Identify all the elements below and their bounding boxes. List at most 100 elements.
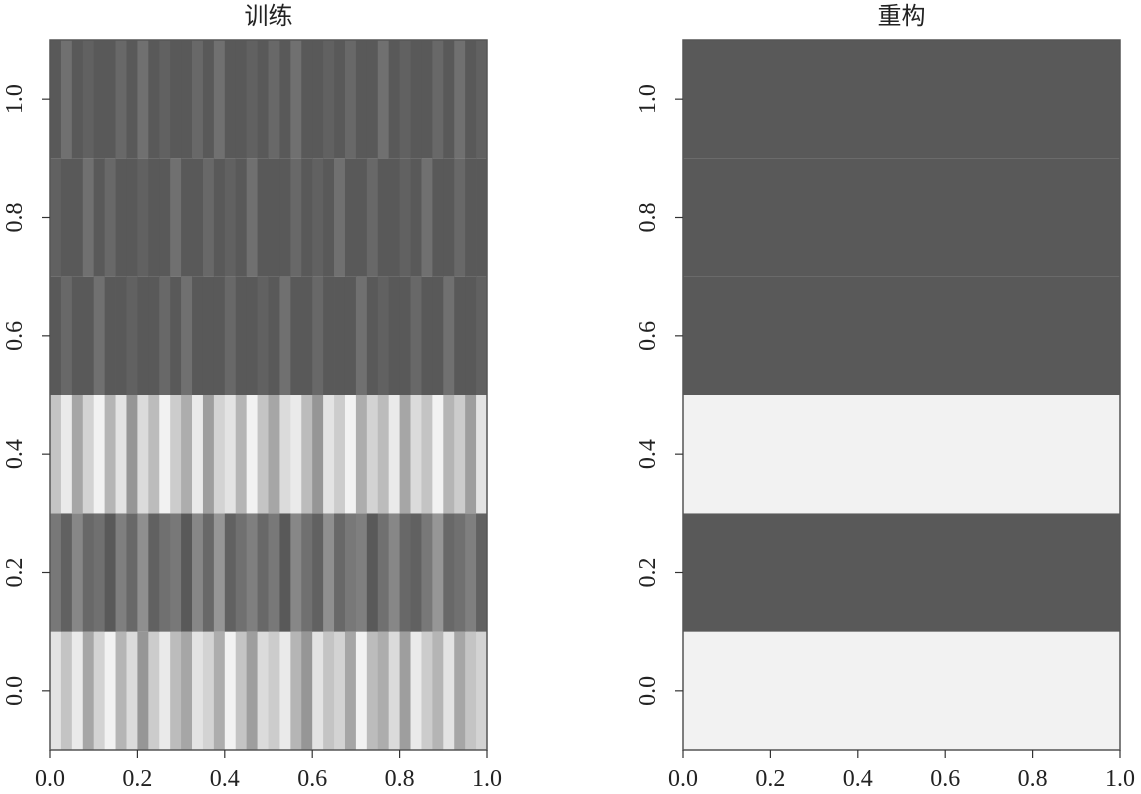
heat-cell xyxy=(476,158,488,277)
heat-cell xyxy=(235,631,248,750)
heat-cell xyxy=(170,631,182,750)
heat-cell xyxy=(159,631,171,750)
heat-cell xyxy=(268,40,280,159)
heat-cell xyxy=(410,276,422,395)
heat-cell xyxy=(246,631,258,750)
heat-cell xyxy=(148,276,160,395)
heat-cell xyxy=(388,631,400,750)
heat-cell xyxy=(93,158,106,277)
heat-cell xyxy=(50,513,62,632)
heat-cell xyxy=(323,40,335,159)
heat-cell xyxy=(683,513,1121,632)
heat-cell xyxy=(323,395,335,514)
heat-cell xyxy=(202,395,215,514)
heat-cell xyxy=(126,276,138,395)
heat-cell xyxy=(410,158,422,277)
heat-cell xyxy=(355,513,368,632)
heat-cell xyxy=(432,513,444,632)
heat-cell xyxy=(290,395,302,514)
heat-cell xyxy=(257,158,269,277)
heat-cell xyxy=(334,631,346,750)
heat-cell xyxy=(421,158,433,277)
heat-cell xyxy=(137,40,149,159)
heat-cell xyxy=(268,513,280,632)
heat-cell xyxy=(82,40,95,159)
heat-cell xyxy=(344,631,357,750)
heat-cell xyxy=(465,631,477,750)
heat-cell xyxy=(312,395,324,514)
heat-cell xyxy=(115,395,127,514)
heat-cell xyxy=(421,40,433,159)
heat-cell xyxy=(50,631,62,750)
heat-cell xyxy=(104,395,116,514)
heat-cell xyxy=(476,631,488,750)
heat-cell xyxy=(104,513,116,632)
heat-cell xyxy=(432,276,444,395)
y-tick-label: 0.0 xyxy=(2,676,28,706)
heat-cell xyxy=(683,40,1121,159)
heat-cell xyxy=(170,158,182,277)
heat-cell xyxy=(366,276,379,395)
heat-cell xyxy=(334,276,346,395)
heat-cell xyxy=(399,158,411,277)
heat-cell xyxy=(148,395,160,514)
heat-cell xyxy=(137,395,149,514)
x-tick-label: 1.0 xyxy=(472,766,502,792)
heat-cell xyxy=(202,513,215,632)
heat-cell xyxy=(235,276,248,395)
x-tick-label: 0.6 xyxy=(930,766,960,792)
heat-cell xyxy=(312,513,324,632)
heat-cell xyxy=(235,395,248,514)
heat-cell xyxy=(126,40,138,159)
heat-cell xyxy=(126,631,138,750)
heat-cell xyxy=(301,631,313,750)
heat-cell xyxy=(60,158,73,277)
heat-cell xyxy=(213,276,226,395)
heat-cell xyxy=(344,276,357,395)
heat-cell xyxy=(126,158,138,277)
heat-cell xyxy=(323,276,335,395)
heat-cell xyxy=(301,40,313,159)
heat-cell xyxy=(279,631,291,750)
heat-cell xyxy=(93,395,106,514)
heat-cell xyxy=(465,395,477,514)
y-tick-label: 0.8 xyxy=(2,203,28,233)
heat-cell xyxy=(443,40,455,159)
heat-cell xyxy=(476,395,488,514)
heat-cell xyxy=(312,276,324,395)
heat-cell xyxy=(355,276,368,395)
heat-cell xyxy=(465,158,477,277)
plot-frame xyxy=(49,39,488,751)
heat-cell xyxy=(137,631,149,750)
heat-cell xyxy=(399,395,411,514)
heat-cell xyxy=(399,513,411,632)
heat-cell xyxy=(279,40,291,159)
heat-cell xyxy=(104,40,116,159)
heat-cell xyxy=(410,513,422,632)
heat-cell xyxy=(192,395,204,514)
heat-cell xyxy=(60,395,73,514)
heat-cell xyxy=(268,631,280,750)
heat-cell xyxy=(213,513,226,632)
heat-cell xyxy=(334,513,346,632)
heat-cell xyxy=(148,631,160,750)
heat-cell xyxy=(213,40,226,159)
heat-cell xyxy=(334,158,346,277)
y-tick-label: 0.2 xyxy=(2,558,28,588)
heat-cell xyxy=(246,40,258,159)
heat-cell xyxy=(104,631,116,750)
heat-cell xyxy=(235,158,248,277)
heat-cell xyxy=(312,40,324,159)
y-tick-label: 0.2 xyxy=(635,558,661,588)
heat-cell xyxy=(344,158,357,277)
heat-cell xyxy=(170,40,182,159)
heat-cell xyxy=(50,40,62,159)
heat-cell xyxy=(399,276,411,395)
heat-cell xyxy=(202,276,215,395)
y-tick-label: 0.6 xyxy=(2,321,28,351)
heat-cell xyxy=(377,395,390,514)
heat-cell xyxy=(82,158,95,277)
heat-cell xyxy=(683,395,1121,514)
x-tick-label: 0.8 xyxy=(385,766,415,792)
heat-cell xyxy=(224,40,237,159)
